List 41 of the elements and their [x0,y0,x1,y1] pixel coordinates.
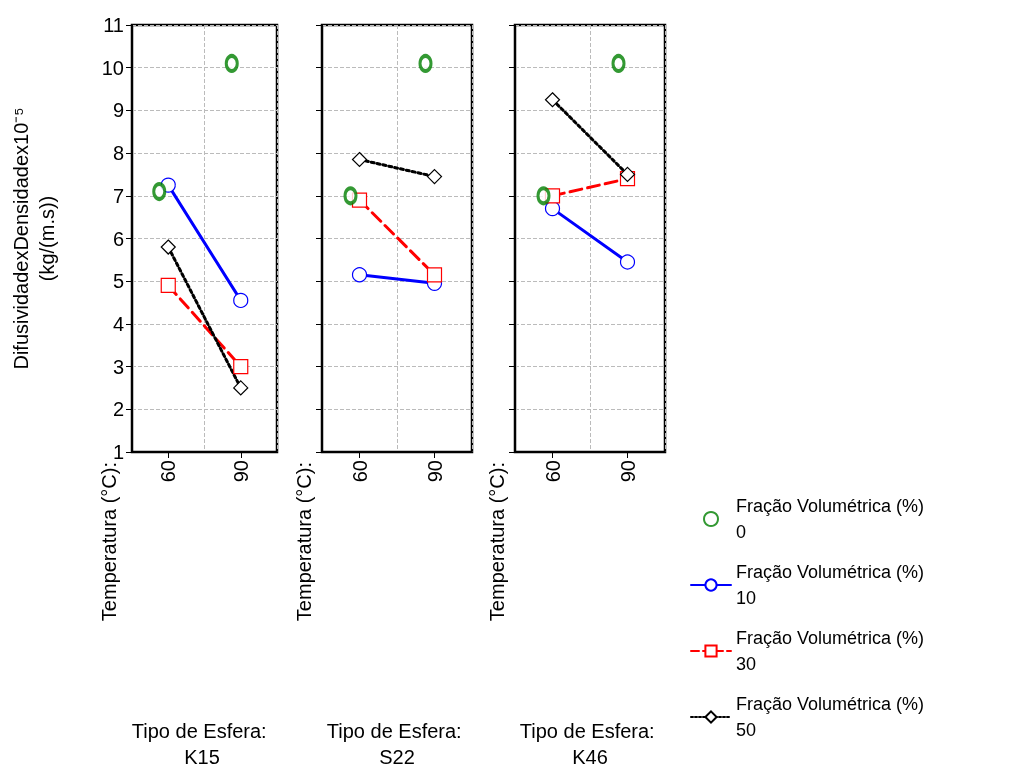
point [351,267,368,283]
legend-label: Fração Volumétrica (%) 50 [736,694,925,740]
y-tick-label: 5 [112,270,124,293]
x-tick-label: 90 [423,460,446,483]
point [233,359,249,375]
text: Tipo de Esfera: K15 [131,720,273,768]
x-tick-label: 60 [157,460,180,483]
x-tick-label: 60 [348,460,371,483]
x-tick-label: 90 [616,460,639,483]
point [426,267,443,283]
x-tick-label: 60 [541,460,564,483]
point [426,168,443,185]
x-tick-label: 90 [229,460,252,483]
y-tick-label: 4 [112,312,124,335]
text: Temperatura (°C): [293,462,315,622]
legend-label: Fração Volumétrica (%) 10 [736,562,925,608]
y-tick-label: 2 [112,398,124,421]
y-tick-label: 3 [112,355,124,378]
y-tick-label: 6 [112,227,124,250]
y-tick-label: 10 [101,56,124,79]
legend-label: Fração Volumétrica (%) 0 [736,496,925,542]
point [160,239,176,255]
point [619,166,636,183]
point [544,201,561,217]
text: Temperatura (°C): [98,462,120,622]
y-tick-label: 9 [112,99,124,122]
y-axis-title: DifusividadexDensidadex10⁻⁵ (kg/(m.s)) [10,107,58,370]
y-tick-label: 11 [103,14,124,36]
y-tick-label: 1 [112,441,124,463]
point [544,92,561,108]
y-tick-label: 8 [112,142,124,165]
text: Tipo de Esfera: S22 [326,720,468,768]
point [233,380,249,396]
point [351,151,368,168]
point [619,254,636,270]
point [233,292,249,309]
legend-label: Fração Volumétrica (%) 30 [736,628,925,674]
text: Tipo de Esfera: K46 [519,720,661,768]
text: Temperatura (°C): [486,462,508,622]
y-tick-label: 7 [112,184,124,207]
point [160,277,176,294]
